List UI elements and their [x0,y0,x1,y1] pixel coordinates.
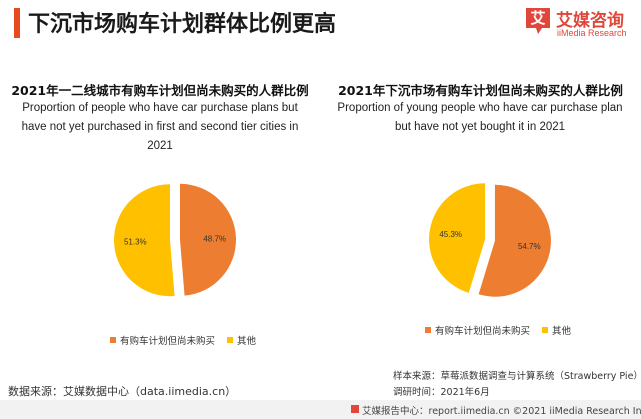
survey-period: 调研时间：2021年6月 [393,387,490,398]
legend-label: 其他 [552,326,572,337]
chart2-title: 2021年下沉市场有购车计划但尚未购买的人群比例 [338,83,623,98]
chart1-legend-item: 其他 [227,333,256,347]
logo-name-cn: 艾媒咨询 [556,11,624,31]
pie-slice-other [429,183,486,293]
chart1-pie: 48.7% 51.3% [114,183,236,297]
chart2-legend-item: 其他 [542,323,571,337]
pie-data-label: 45.3% [439,230,462,239]
pie-slice-planning [478,184,551,297]
footer-text: 艾媒报告中心：report.iimedia.cn ©2021 iiMedia R… [362,406,641,417]
legend-label: 其他 [237,336,257,347]
chart2-legend-item: 有购车计划但尚未购买 [425,323,530,337]
chart1-subtitle: Proportion of people who have car purcha… [21,102,299,152]
pie-data-label: 54.7% [518,242,541,251]
chart2-pie: 54.7% 45.3% [429,183,551,297]
data-source: 数据来源：艾媒数据中心（data.iimedia.cn） [8,385,237,398]
iimedia-logo-icon: 艾 [526,8,550,34]
page-title: 下沉市场购车计划群体比例更高 [28,12,337,37]
header: 下沉市场购车计划群体比例更高 [0,0,641,46]
footer: 艾媒报告中心：report.iimedia.cn ©2021 iiMedia R… [0,400,641,419]
iimedia-logo: 艾 艾媒咨询 iiMedia Research [524,4,640,40]
pie-data-label: 51.3% [124,238,147,247]
legend-label: 有购车计划但尚未购买 [120,336,216,347]
pie-data-label: 48.7% [203,234,226,243]
pie-slice-planning [179,183,236,296]
legend-swatch [542,327,549,333]
legend-swatch [227,337,234,343]
sample-source: 样本来源：草莓派数据调查与计算系统（Strawberry Pie） 调研时间：2… [393,369,641,401]
logo-name-en: iiMedia Research [557,28,627,38]
chart2-subtitle: Proportion of young people who have car … [337,102,623,133]
legend-swatch [425,327,431,333]
chart1-legend: 有购车计划但尚未购买 其他 [110,333,268,347]
logo-mark-text: 艾 [530,9,545,27]
legend-swatch [110,337,116,343]
pie-slice-other [114,184,175,297]
legend-label: 有购车计划但尚未购买 [435,326,531,337]
chart1-legend-item: 有购车计划但尚未购买 [110,333,215,347]
chart2-legend: 有购车计划但尚未购买 其他 [425,323,583,337]
sample-source-line: 样本来源：草莓派数据调查与计算系统（Strawberry Pie） [393,371,641,382]
title-accent-bar [14,8,20,38]
chart1-title: 2021年一二线城市有购车计划但尚未购买的人群比例 [11,83,309,98]
report-icon [351,405,359,413]
